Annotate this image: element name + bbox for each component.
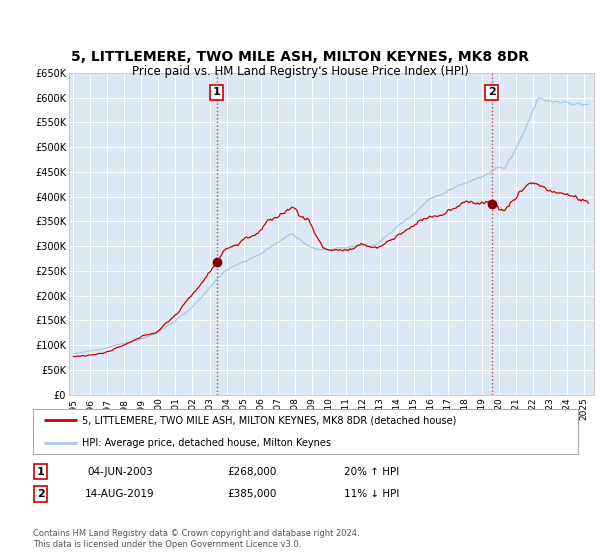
Text: £385,000: £385,000 — [227, 489, 277, 499]
Text: 11% ↓ HPI: 11% ↓ HPI — [344, 489, 400, 499]
Text: Price paid vs. HM Land Registry's House Price Index (HPI): Price paid vs. HM Land Registry's House … — [131, 65, 469, 78]
FancyBboxPatch shape — [33, 409, 578, 454]
Text: 2: 2 — [37, 489, 44, 499]
Text: Contains HM Land Registry data © Crown copyright and database right 2024.
This d: Contains HM Land Registry data © Crown c… — [33, 529, 359, 549]
Text: £268,000: £268,000 — [227, 466, 277, 477]
Text: 04-JUN-2003: 04-JUN-2003 — [87, 466, 153, 477]
Text: 1: 1 — [37, 466, 44, 477]
Text: 14-AUG-2019: 14-AUG-2019 — [85, 489, 155, 499]
Text: 1: 1 — [212, 87, 220, 97]
Text: 5, LITTLEMERE, TWO MILE ASH, MILTON KEYNES, MK8 8DR (detached house): 5, LITTLEMERE, TWO MILE ASH, MILTON KEYN… — [82, 416, 457, 426]
Text: 5, LITTLEMERE, TWO MILE ASH, MILTON KEYNES, MK8 8DR: 5, LITTLEMERE, TWO MILE ASH, MILTON KEYN… — [71, 50, 529, 64]
Text: HPI: Average price, detached house, Milton Keynes: HPI: Average price, detached house, Milt… — [82, 438, 331, 448]
Text: 2: 2 — [488, 87, 496, 97]
Text: 20% ↑ HPI: 20% ↑ HPI — [344, 466, 400, 477]
